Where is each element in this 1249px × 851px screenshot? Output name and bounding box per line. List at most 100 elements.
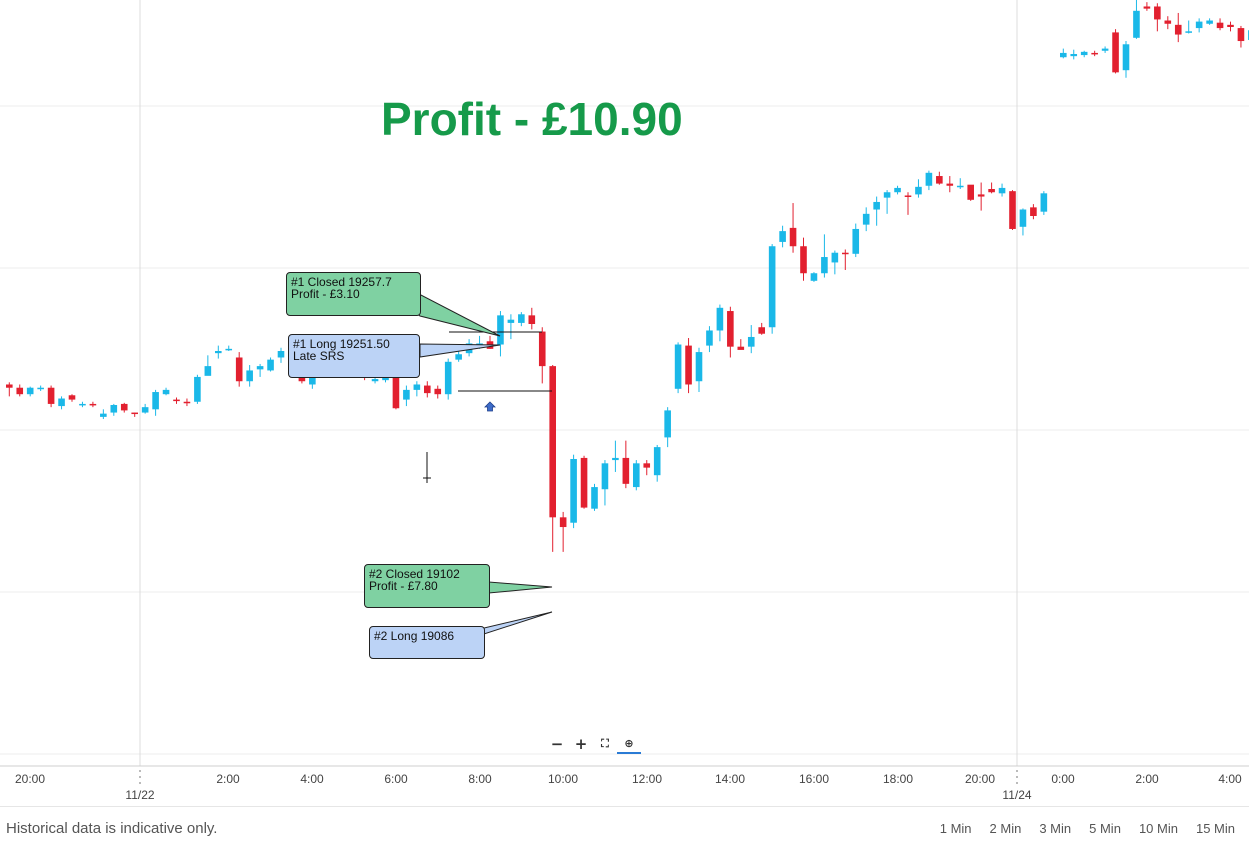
candle-body: [152, 392, 159, 410]
candle-body: [633, 463, 640, 488]
candle-body: [1019, 209, 1027, 227]
date-tick-mark: [139, 776, 141, 778]
candle-body: [821, 257, 828, 274]
candle-body: [424, 385, 431, 394]
interval-2min[interactable]: 2 Min: [989, 821, 1022, 836]
trade2-closed-callout: #2 Closed 19102 Profit - £7.80: [364, 564, 490, 608]
candle-body: [1174, 24, 1182, 35]
candle-body: [852, 228, 860, 254]
candle-body: [507, 319, 515, 323]
candle-body: [434, 388, 442, 395]
callout-line2: Late SRS: [293, 349, 345, 363]
x-tick-label: 0:00: [1051, 772, 1075, 786]
candle-body: [737, 346, 745, 350]
candle-body: [47, 387, 55, 404]
candle-body: [256, 366, 264, 370]
candle-body: [664, 410, 671, 438]
date-tick-mark: [1016, 782, 1018, 784]
candle-body: [925, 172, 933, 186]
callout-line1: #1 Long 19251.50: [293, 337, 390, 351]
interval-3min[interactable]: 3 Min: [1039, 821, 1072, 836]
candle-body: [1185, 31, 1192, 33]
candle-body: [1206, 20, 1213, 24]
x-axis: 20:00 2:00 4:00 6:00 8:00 10:00 12:00 14:00 16:0…: [0, 765, 1249, 802]
candle-body: [235, 357, 243, 382]
zoom-controls: − + ⛶ ⊕: [545, 734, 641, 754]
x-tick-label: 10:00: [548, 772, 578, 786]
candle-body: [988, 189, 995, 193]
callout-line2: Profit - £3.10: [291, 287, 360, 301]
x-tick-label: 8:00: [468, 772, 492, 786]
candle-body: [1237, 28, 1245, 42]
x-tick-label: 2:00: [1135, 772, 1159, 786]
candle-body: [831, 252, 839, 263]
trade1-long-callout: #1 Long 19251.50 Late SRS: [288, 334, 420, 378]
profit-headline: Profit - £10.90: [381, 93, 683, 145]
x-tick-label: 20:00: [15, 772, 45, 786]
candle-body: [173, 399, 180, 402]
candle-body: [1154, 6, 1161, 20]
candle-body: [267, 359, 274, 371]
zoom-in-button[interactable]: +: [574, 735, 588, 753]
candle-body: [904, 195, 912, 197]
callout-line1: #2 Closed 19102: [369, 567, 460, 581]
candle-body: [1030, 207, 1037, 216]
interval-1min[interactable]: 1 Min: [939, 821, 972, 836]
candle-body: [559, 517, 567, 528]
candle-body: [371, 379, 379, 382]
interval-10min[interactable]: 10 Min: [1138, 821, 1178, 836]
candle-body: [204, 366, 212, 376]
candle-body: [591, 487, 598, 509]
candle-body: [747, 336, 755, 347]
candle-body: [977, 194, 985, 197]
candle-body: [392, 373, 400, 409]
date-tick-mark: [139, 770, 141, 772]
callout-pointer: [488, 581, 553, 594]
candle-body: [89, 403, 97, 406]
candle-body: [538, 331, 546, 367]
grid-lines: [0, 0, 1249, 766]
candle-body: [1133, 10, 1140, 38]
trade1-closed-callout: #1 Closed 19257.7 Profit - £3.10: [286, 272, 421, 316]
candle-body: [1195, 21, 1203, 29]
callout-pointer: [483, 611, 553, 635]
candle-body: [706, 330, 713, 346]
candle-body: [455, 354, 462, 360]
interval-selector: 1 Min 2 Min 3 Min 5 Min 10 Min 15 Min: [928, 821, 1241, 836]
candle-body: [120, 403, 128, 411]
candle-body: [68, 395, 76, 400]
candle-body: [497, 315, 504, 345]
candle-body: [225, 348, 233, 351]
candle-body: [16, 387, 24, 395]
candle-body: [444, 361, 452, 395]
candle-body: [1070, 54, 1078, 57]
candle-body: [1143, 6, 1151, 9]
candle-body: [674, 344, 682, 389]
candle-body: [549, 366, 556, 518]
callout-line1: #1 Closed 19257.7: [291, 275, 392, 289]
fit-screen-button[interactable]: ⛶: [601, 737, 609, 750]
x-tick-label: 20:00: [965, 772, 995, 786]
candle-body: [695, 352, 703, 382]
candle-body: [79, 403, 86, 406]
disclaimer-text: Historical data is indicative only.: [6, 820, 218, 837]
interval-5min[interactable]: 5 Min: [1089, 821, 1121, 836]
candle-body: [58, 398, 65, 407]
candle-body: [194, 376, 201, 402]
date-tick-mark: [1016, 776, 1018, 778]
candle-body: [936, 176, 943, 184]
zoom-out-button[interactable]: −: [550, 735, 564, 753]
candle-body: [6, 384, 13, 388]
candle-body: [100, 413, 107, 417]
candle-body: [789, 227, 797, 247]
callout-pointer: [419, 343, 501, 358]
candle-body: [1091, 52, 1098, 55]
candle-body: [110, 405, 118, 413]
candle-body: [810, 273, 818, 281]
interval-15min[interactable]: 15 Min: [1195, 821, 1235, 836]
candle-body: [1080, 51, 1088, 56]
candle-body: [413, 384, 421, 390]
zoom-search-button[interactable]: ⊕: [617, 734, 641, 754]
x-tick-label: 14:00: [715, 772, 745, 786]
candle-body: [779, 231, 786, 242]
